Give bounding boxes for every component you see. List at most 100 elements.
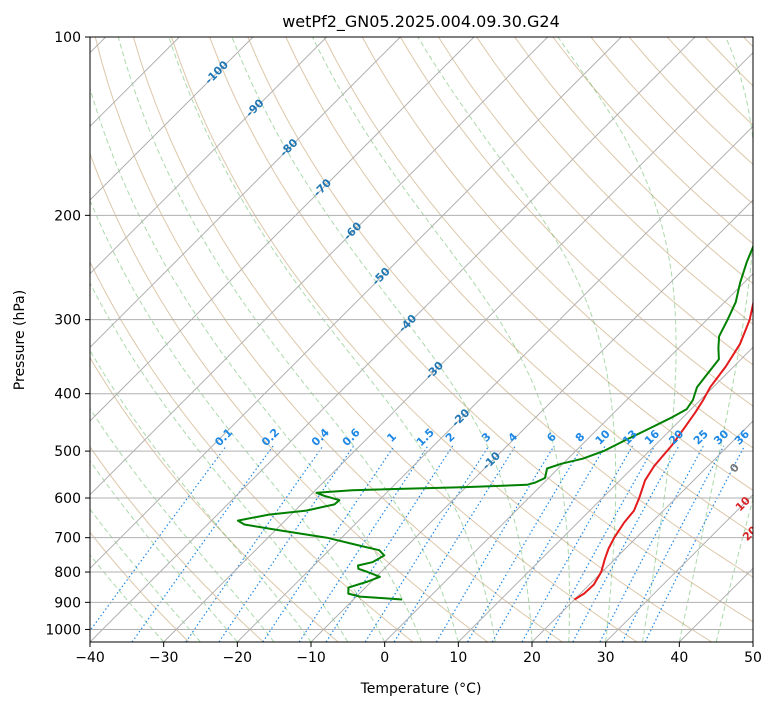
mixing-ratio-label: 13 xyxy=(620,427,640,447)
x-tick-label: −20 xyxy=(223,650,253,666)
x-tick-label: 10 xyxy=(449,650,467,666)
x-axis-label: Temperature (°C) xyxy=(360,681,482,697)
dry-adiabat xyxy=(399,37,753,407)
dry-adiabat xyxy=(132,37,638,642)
mixing-ratio-line xyxy=(435,445,555,642)
dry-adiabat xyxy=(285,37,753,535)
moist-adiabat xyxy=(752,640,753,642)
dry-adiabat xyxy=(590,37,753,205)
mixing-ratio-label: 0.1 xyxy=(212,426,235,449)
y-axis-label: Pressure (hPa) xyxy=(12,290,28,390)
x-tick-label: 20 xyxy=(523,650,541,666)
moist-adiabat xyxy=(417,37,617,642)
temperature-line xyxy=(573,295,753,601)
chart-title: wetPf2_GN05.2025.004.09.30.G24 xyxy=(282,12,560,32)
isotherm-line xyxy=(605,493,753,642)
isotherm-line xyxy=(90,37,475,422)
isotherm-line xyxy=(90,37,401,349)
x-tick-label: −10 xyxy=(296,650,326,666)
mixing-ratio-label: 4 xyxy=(506,430,521,445)
y-tick-label: 700 xyxy=(54,531,81,547)
mixing-ratio-label: 36 xyxy=(732,427,752,447)
dry-adiabat xyxy=(90,531,190,642)
y-tick-label: 1000 xyxy=(45,622,81,638)
dry-adiabat xyxy=(94,37,563,642)
isotherm-line xyxy=(90,37,696,642)
y-tick-label: 100 xyxy=(54,30,81,46)
x-tick-label: 40 xyxy=(670,650,688,666)
mixing-ratio-label: 0.2 xyxy=(259,426,282,449)
mixing-ratio-line xyxy=(545,445,656,642)
dry-adiabat xyxy=(209,37,753,623)
moist-adiabat xyxy=(90,281,349,642)
moist-adiabat xyxy=(678,37,753,642)
isotherm-line xyxy=(310,199,753,642)
moist-adiabat xyxy=(117,37,459,642)
y-tick-label: 900 xyxy=(54,595,81,611)
dry-adiabat xyxy=(514,37,753,285)
moist-adiabat xyxy=(90,460,238,642)
dry-adiabat xyxy=(666,37,753,126)
isotherm-line xyxy=(163,51,753,642)
isotherm-line xyxy=(384,272,753,642)
mixing-ratio-line xyxy=(599,445,704,642)
mixing-ratio-label: 0.6 xyxy=(340,426,363,449)
mixing-ratio-label: 6 xyxy=(544,430,559,445)
mixing-ratio-label: 2 xyxy=(443,430,458,445)
dry-adiabats xyxy=(90,37,753,642)
y-tick-label: 300 xyxy=(54,313,81,329)
moist-adiabat xyxy=(90,407,275,642)
y-tick-label: 600 xyxy=(54,491,81,507)
y-tick-label: 200 xyxy=(54,208,81,224)
dry-adiabat xyxy=(90,446,264,642)
mixing-ratio-line xyxy=(393,445,516,642)
isotherm-line xyxy=(457,346,753,642)
mixing-ratio-line xyxy=(572,445,680,642)
mixing-ratio-lines xyxy=(90,445,746,642)
dry-adiabat xyxy=(323,37,753,491)
mixing-ratio-line xyxy=(644,445,746,642)
y-tick-label: 400 xyxy=(54,387,81,403)
x-tick-label: 50 xyxy=(744,650,762,666)
moist-adiabats xyxy=(90,37,753,642)
mixing-ratio-line xyxy=(262,445,395,642)
moist-adiabat xyxy=(168,37,496,642)
y-axis: 100 200 300 400 500 600 700 800 900 1000 xyxy=(45,30,90,638)
isotherm-line xyxy=(531,420,753,642)
moist-adiabat xyxy=(557,37,677,642)
isotherm-line xyxy=(752,641,753,642)
x-tick-label: −40 xyxy=(75,650,105,666)
y-tick-label: 800 xyxy=(54,565,81,581)
moist-adiabat xyxy=(231,37,533,642)
moist-adiabat xyxy=(90,199,386,642)
isotherm-line xyxy=(90,37,328,275)
dry-adiabat xyxy=(476,37,753,325)
dry-adiabat xyxy=(90,260,414,642)
moist-adiabat xyxy=(90,508,201,642)
pressure-grid xyxy=(90,37,753,630)
isotherm-line xyxy=(90,37,549,496)
plot-area: -100-90-80-70-60-50-40-30-20-100.1 0.2 0.4… xyxy=(90,37,775,642)
mixing-ratio-label: 8 xyxy=(573,430,588,445)
dry-adiabat xyxy=(743,37,753,48)
x-tick-label: 30 xyxy=(597,650,615,666)
isotherm-line xyxy=(90,37,622,570)
mixing-ratio-line xyxy=(218,445,355,642)
mixing-ratio-line xyxy=(364,445,490,642)
dewpoint-line xyxy=(236,244,753,601)
mixing-ratio-label: 25 xyxy=(691,427,711,447)
mixing-ratio-line xyxy=(185,445,324,642)
line-labels: -100-90-80-70-60-50-40-30-20-100.1 0.2 0.4… xyxy=(202,58,775,601)
profile-series xyxy=(236,244,753,601)
mixing-ratio-line xyxy=(325,445,454,642)
dry-adiabat xyxy=(90,356,339,642)
dry-adiabat xyxy=(437,37,753,366)
moist-adiabat-label: 40 xyxy=(771,581,775,601)
mixing-ratio-line xyxy=(298,445,429,642)
isotherm-line xyxy=(90,37,254,201)
dry-adiabat xyxy=(90,152,488,642)
mixing-ratio-line xyxy=(521,445,634,642)
isotherm-grid xyxy=(90,37,753,642)
moist-adiabat xyxy=(90,349,312,642)
